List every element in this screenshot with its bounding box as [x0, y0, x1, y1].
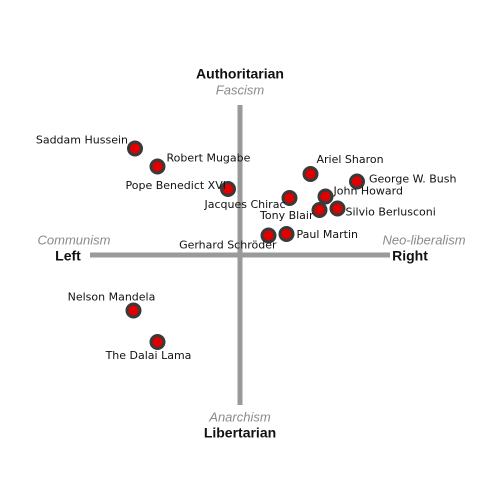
point-label: Pope Benedict XVI: [126, 179, 226, 192]
point: [329, 200, 346, 217]
point: [125, 302, 142, 319]
axis-label: Right: [392, 248, 428, 264]
point: [220, 181, 236, 197]
axis-sublabel: Communism: [38, 232, 111, 247]
point-label: Saddam Hussein: [36, 134, 128, 147]
point: [149, 334, 166, 350]
point: [281, 190, 298, 206]
point: [260, 227, 277, 244]
point-label: Paul Martin: [297, 228, 359, 241]
point: [311, 202, 328, 218]
point-label: Nelson Mandela: [68, 291, 156, 304]
point-label: Jacques Chirac: [203, 198, 285, 211]
point-label: The Dalai Lama: [105, 349, 192, 362]
point-label: Ariel Sharon: [317, 153, 384, 166]
point: [149, 158, 166, 175]
point: [349, 173, 365, 190]
point: [127, 140, 143, 157]
point: [302, 166, 319, 182]
axis-label: Authoritarian: [196, 66, 284, 82]
axis-label: Left: [55, 248, 81, 264]
point-label: George W. Bush: [369, 173, 456, 186]
point: [278, 226, 295, 242]
point-label: Tony Blair: [259, 209, 314, 222]
axis-sublabel: Neo-liberalism: [382, 232, 465, 247]
point: [317, 188, 334, 205]
point-label: Gerhard Schröder: [179, 239, 277, 252]
axis-label: Libertarian: [204, 425, 276, 441]
point-label: Silvio Berlusconi: [346, 206, 436, 219]
point-label: Robert Mugabe: [167, 152, 251, 165]
point-label: John Howard: [333, 185, 403, 198]
axis-sublabel: Anarchism: [208, 409, 271, 424]
axis-sublabel: Fascism: [216, 82, 265, 97]
